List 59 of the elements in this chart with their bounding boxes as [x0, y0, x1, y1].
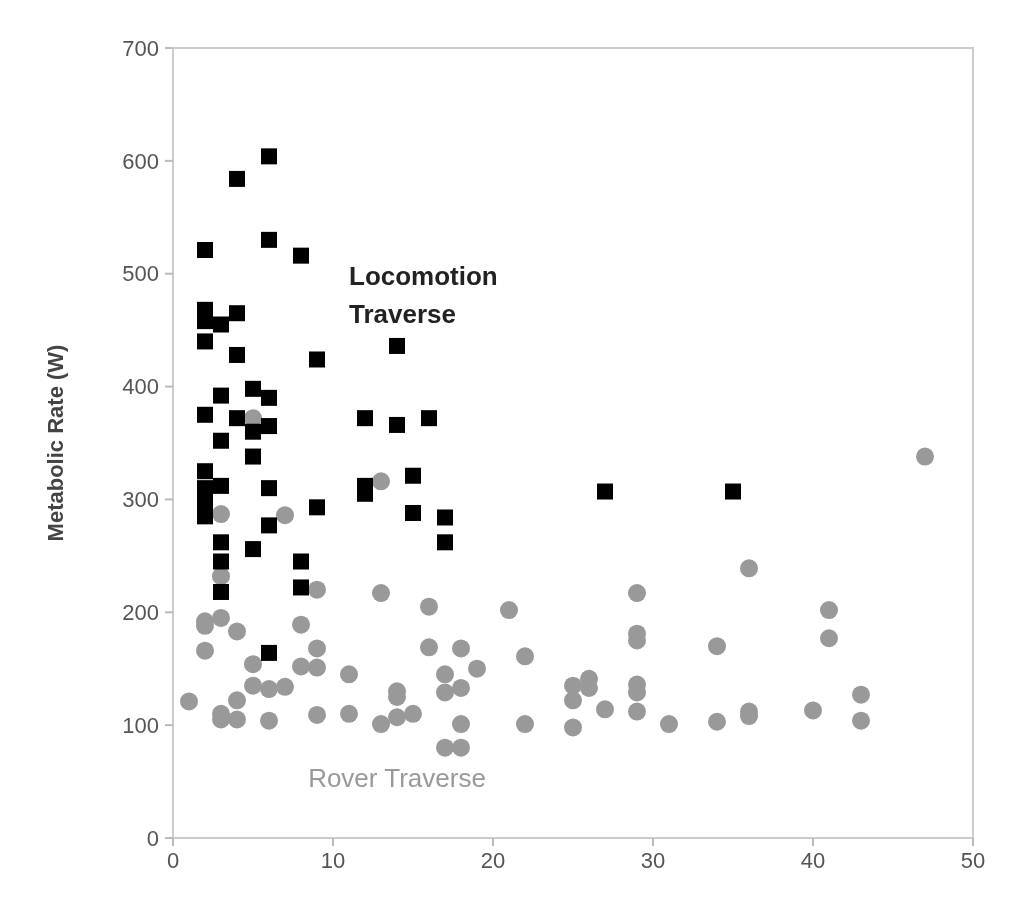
point — [229, 170, 245, 187]
point — [197, 333, 213, 350]
x-tick-label: 0 — [166, 848, 180, 873]
point — [437, 509, 453, 526]
point — [389, 337, 405, 354]
x-tick-label: 50 — [960, 848, 986, 873]
point — [725, 483, 741, 500]
point — [245, 423, 261, 440]
point — [261, 231, 277, 248]
point — [229, 410, 245, 427]
series-label: Rover Traverse — [308, 763, 486, 794]
y-tick-label: 0 — [146, 825, 159, 851]
point — [229, 305, 245, 322]
x-tick-label: 30 — [640, 848, 666, 873]
point — [293, 553, 309, 570]
point — [213, 553, 229, 570]
point — [197, 463, 213, 480]
point — [213, 477, 229, 494]
point — [245, 541, 261, 558]
point — [213, 583, 229, 600]
point — [421, 410, 437, 427]
point — [213, 432, 229, 449]
y-tick-label: 300 — [122, 487, 159, 513]
point — [261, 148, 277, 165]
y-tick-label: 200 — [122, 599, 159, 625]
point — [197, 242, 213, 259]
y-tick-label: 100 — [122, 712, 159, 738]
point — [405, 504, 421, 521]
point — [389, 416, 405, 433]
point — [293, 247, 309, 264]
x-tick-label: 40 — [800, 848, 826, 873]
point — [213, 534, 229, 551]
series-label: Locomotion Traverse — [349, 261, 498, 329]
point — [261, 418, 277, 435]
point — [245, 380, 261, 397]
point — [437, 534, 453, 551]
y-tick-label: 700 — [122, 35, 159, 61]
point — [213, 387, 229, 404]
point — [229, 346, 245, 363]
point — [309, 351, 325, 368]
point — [597, 483, 613, 500]
y-tick-label: 600 — [122, 148, 159, 174]
point — [197, 406, 213, 423]
x-tick-label: 10 — [320, 848, 346, 873]
point — [309, 499, 325, 516]
point — [357, 410, 373, 427]
y-tick-label: 400 — [122, 374, 159, 400]
point — [293, 579, 309, 596]
y-axis-title: Metabolic Rate (W) — [43, 344, 68, 542]
point — [261, 389, 277, 406]
point — [213, 316, 229, 333]
point — [405, 467, 421, 484]
x-tick-label: 20 — [480, 848, 506, 873]
point — [261, 517, 277, 534]
y-tick-label: 500 — [122, 261, 159, 287]
point — [261, 480, 277, 497]
point — [261, 644, 277, 661]
point — [245, 448, 261, 465]
point — [197, 508, 213, 525]
